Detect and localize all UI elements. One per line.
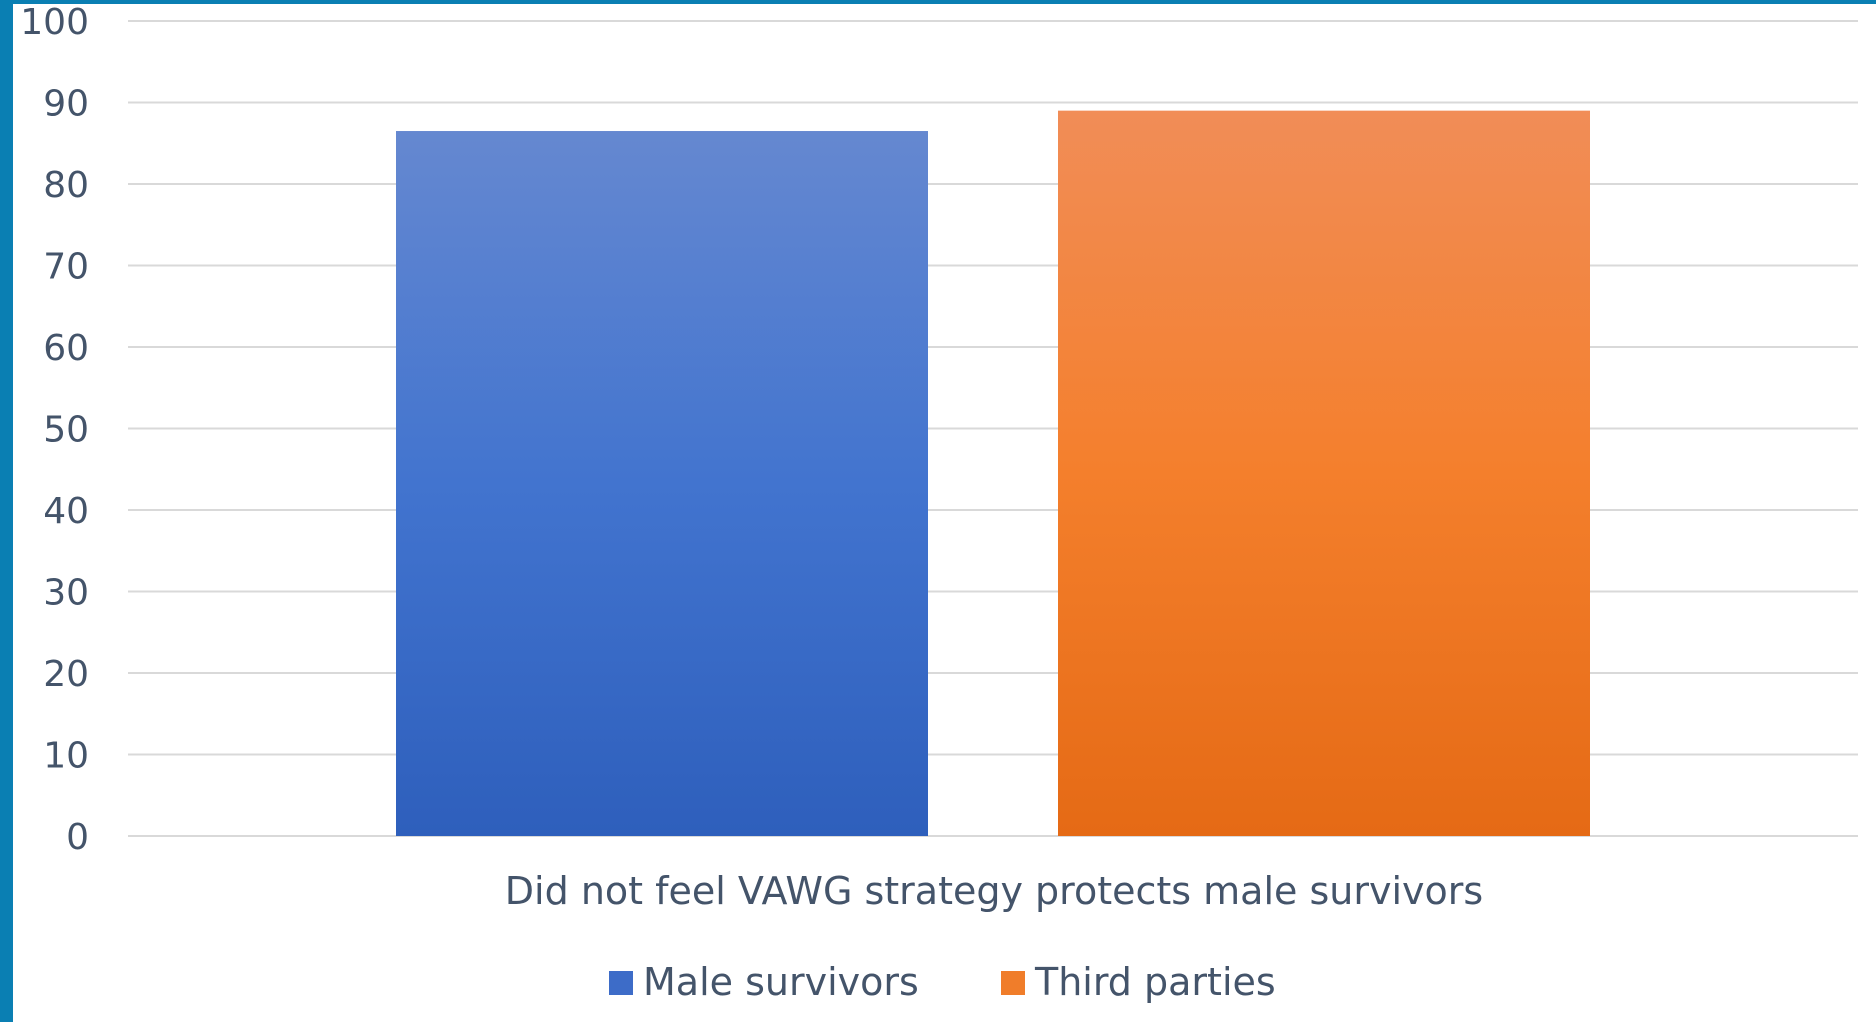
y-tick-label: 80 [43,165,89,206]
y-tick-label: 30 [43,573,89,614]
legend-swatch-third-parties [1001,971,1025,995]
legend: Male survivors Third parties [609,960,1276,1004]
y-tick-label: 10 [43,736,89,777]
bars [396,110,1590,836]
bar-male-survivors [396,131,928,836]
legend-label-male-survivors: Male survivors [643,960,919,1004]
y-tick-label: 0 [66,817,89,858]
bar-third-parties [1058,110,1590,836]
y-tick-label: 50 [43,410,89,451]
y-tick-label: 100 [20,2,89,43]
x-axis-labels: Did not feel VAWG strategy protects male… [505,869,1483,913]
y-tick-label: 60 [43,328,89,369]
y-tick-label: 90 [43,84,89,125]
legend-label-third-parties: Third parties [1034,960,1276,1004]
y-tick-label: 20 [43,654,89,695]
y-tick-label: 70 [43,247,89,288]
y-tick-label: 40 [43,491,89,532]
gridlines [128,20,1858,837]
y-axis-ticks: 0 10 20 30 40 50 60 70 80 90 100 [20,2,89,858]
legend-swatch-male-survivors [609,971,633,995]
x-category-label: Did not feel VAWG strategy protects male… [505,869,1483,913]
